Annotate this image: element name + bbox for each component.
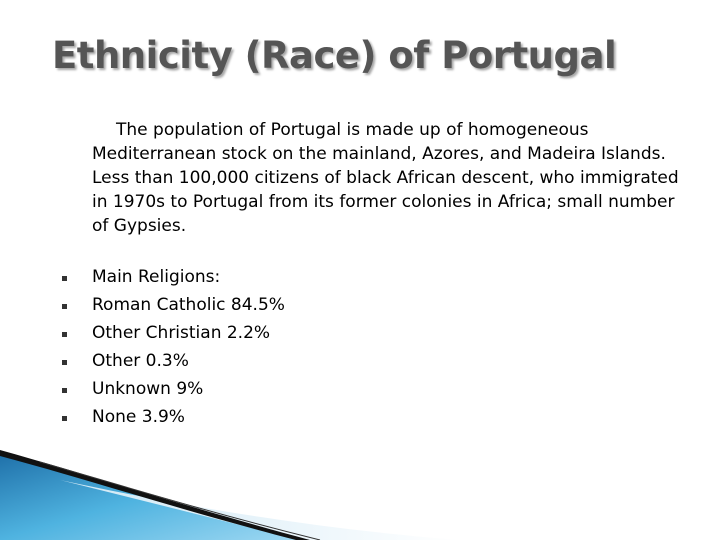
- thin-stripe: [39, 461, 321, 540]
- bullet-item: None 3.9%: [62, 403, 285, 431]
- slide-title: Ethnicity (Race) of Portugal: [52, 34, 617, 77]
- intro-paragraph: The population of Portugal is made up of…: [92, 120, 679, 236]
- bullet-list: Main Religions: Roman Catholic 84.5% Other…: [62, 263, 285, 431]
- bullet-item: Other Christian 2.2%: [62, 319, 285, 347]
- bullet-item: Roman Catholic 84.5%: [62, 291, 285, 319]
- decoration: [0, 450, 460, 540]
- bullet-item: Other 0.3%: [62, 347, 285, 375]
- bullet-item: Main Religions:: [62, 263, 285, 291]
- bullet-item: Unknown 9%: [62, 375, 285, 403]
